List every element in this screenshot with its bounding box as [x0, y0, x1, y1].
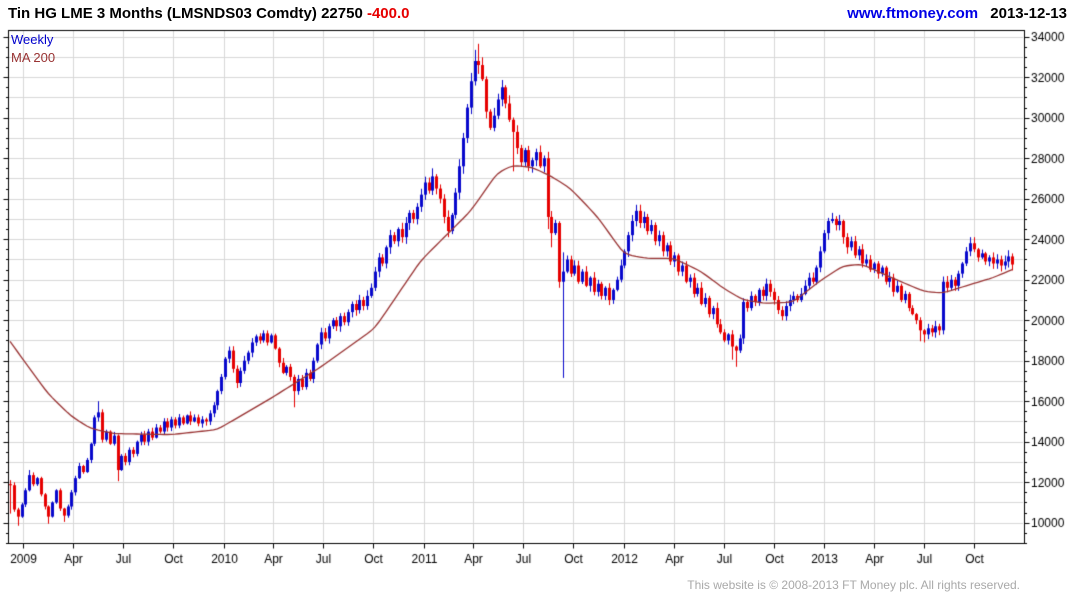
legend-ma200-label: MA 200: [11, 50, 56, 65]
last-price: 22750: [321, 5, 363, 22]
title-bar: Tin HG LME 3 Months (LMSNDS03 Comdty) 22…: [0, 0, 1075, 28]
site-and-date: www.ftmoney.com 2013-12-13: [847, 5, 1067, 22]
ftmoney-link[interactable]: www.ftmoney.com: [847, 5, 979, 22]
instrument-name: Tin HG LME 3 Months (LMSNDS03 Comdty): [8, 5, 317, 22]
copyright-notice: This website is © 2008-2013 FT Money plc…: [687, 578, 1020, 592]
price-change: -400.0: [366, 5, 410, 22]
chart-date: 2013-12-13: [990, 5, 1067, 22]
chart-legend: Weekly MA 200: [11, 31, 55, 67]
instrument-title: Tin HG LME 3 Months (LMSNDS03 Comdty) 22…: [8, 5, 410, 22]
legend-weekly-label: Weekly: [11, 32, 54, 47]
